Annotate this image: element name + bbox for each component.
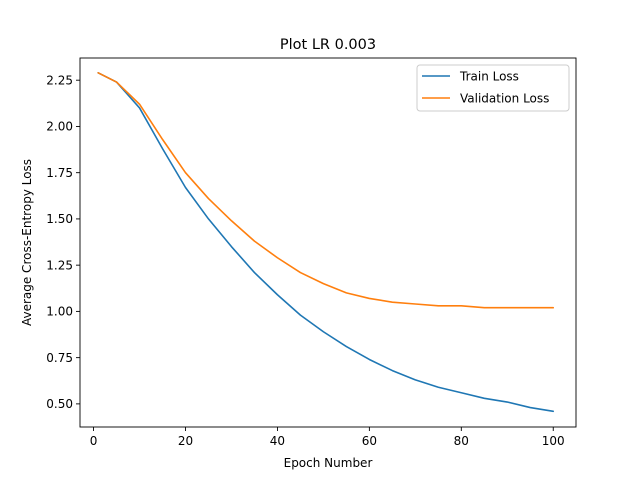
series-line-1	[97, 72, 555, 309]
y-tick-label: 1.00	[46, 305, 73, 319]
legend-box	[416, 64, 570, 112]
y-axis-label: Average Cross-Entropy Loss	[20, 159, 34, 326]
y-tick-label: 0.75	[46, 351, 73, 365]
chart-title: Plot LR 0.003	[280, 37, 376, 53]
legend-label-0: Train Loss	[459, 69, 519, 83]
y-tick-label: 0.50	[46, 397, 73, 411]
y-tick-label: 2.00	[46, 120, 73, 134]
x-tick-label: 80	[454, 434, 469, 448]
y-tick-label: 2.25	[46, 73, 73, 87]
x-axis: 0 20 40 60 80 100	[90, 427, 565, 448]
x-tick-label: 60	[362, 434, 377, 448]
series-layer	[97, 72, 555, 413]
series-line-0	[97, 72, 555, 413]
x-tick-label: 20	[178, 434, 193, 448]
x-axis-label: Epoch Number	[284, 456, 373, 470]
y-tick-label: 1.75	[46, 166, 73, 180]
legend: Train Loss Validation Loss	[416, 64, 570, 112]
x-tick-label: 40	[270, 434, 285, 448]
y-axis: 0.50 0.75 1.00 1.25 1.50 1.75 2.00 2.25	[46, 73, 80, 411]
x-tick-label: 0	[90, 434, 98, 448]
x-tick-label: 100	[542, 434, 565, 448]
y-tick-label: 1.25	[46, 258, 73, 272]
plot-area	[79, 57, 577, 428]
y-tick-label: 1.50	[46, 212, 73, 226]
plot-frame	[79, 57, 577, 428]
legend-label-1: Validation Loss	[460, 91, 549, 105]
